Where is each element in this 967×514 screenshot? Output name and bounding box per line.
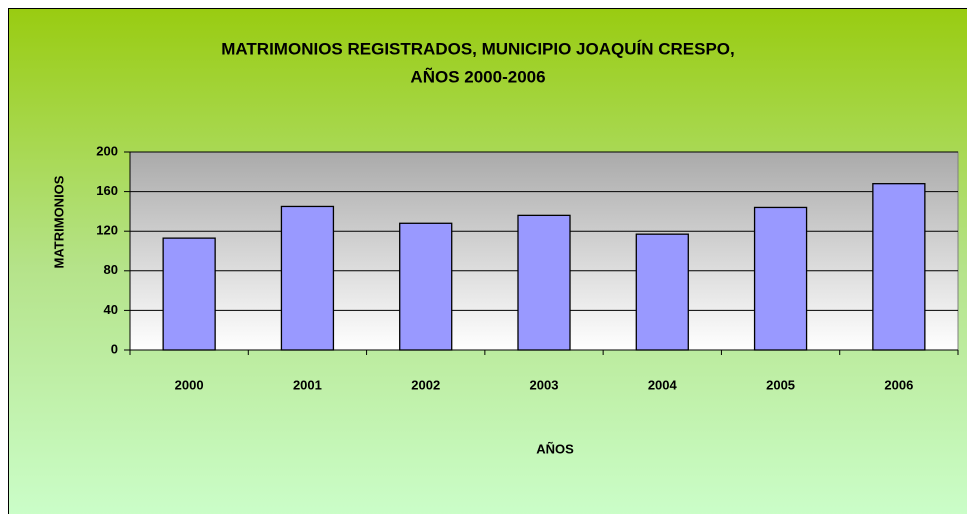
bar [280,205,335,351]
x-axis-label: AÑOS [536,441,574,456]
y-tick-label: 200 [96,143,118,158]
x-tick-label: 2001 [293,377,322,392]
x-tick-label: 2005 [766,377,795,392]
y-tick-label: 80 [104,262,118,277]
chart-title: AÑOS 2000-2006 [410,66,545,86]
bar [399,222,453,351]
bar [753,206,808,351]
y-axis-label: MATRIMONIOS [51,175,66,268]
bar [635,233,689,351]
bar [517,214,571,351]
x-tick-label: 2003 [530,377,559,392]
x-tick-label: 2006 [884,377,913,392]
y-tick-label: 120 [96,223,118,238]
x-tick-label: 2002 [411,377,440,392]
bar [872,183,926,351]
x-tick-label: 2004 [648,377,678,392]
y-tick-label: 160 [96,183,118,198]
x-tick-label: 2000 [175,377,204,392]
bar [162,237,216,351]
y-tick-label: 0 [111,341,118,356]
y-tick-label: 40 [104,302,118,317]
chart-title: MATRIMONIOS REGISTRADOS, MUNICIPIO JOAQU… [221,39,735,58]
